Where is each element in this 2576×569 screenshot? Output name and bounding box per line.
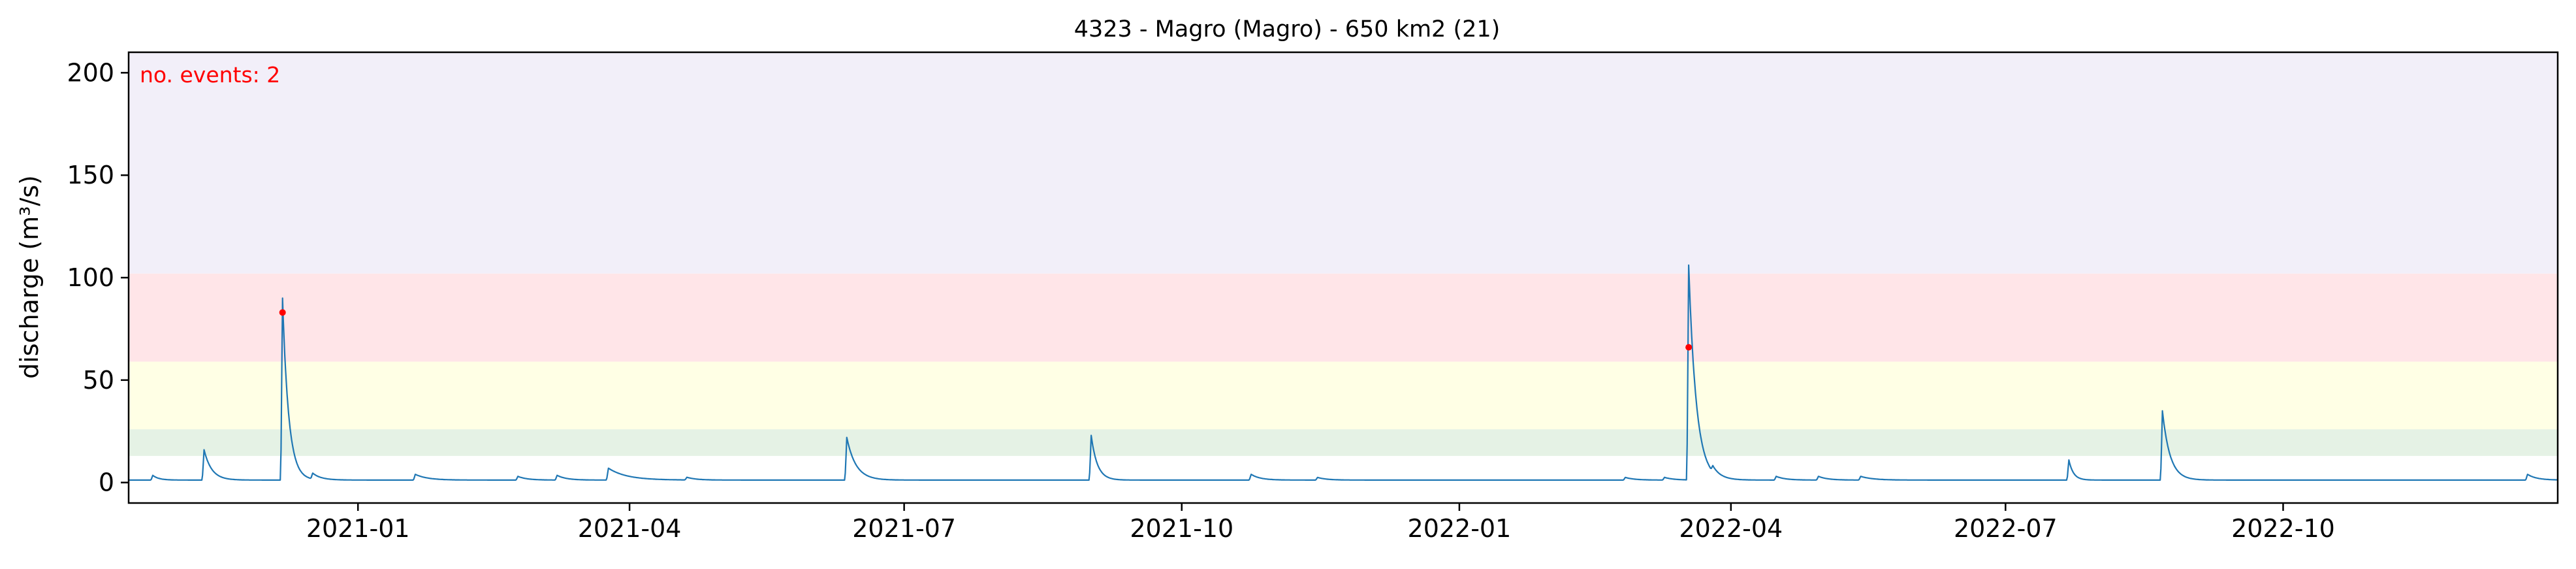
x-tick-label: 2022-01 — [1408, 514, 1512, 543]
event-marker-1 — [279, 309, 286, 316]
y-tick-label: 100 — [67, 263, 114, 292]
x-tick-label: 2022-07 — [1954, 514, 2058, 543]
series-line-1 — [129, 264, 2558, 481]
events-count-annotation: no. events: 2 — [140, 62, 280, 88]
threshold-band-1 — [129, 429, 2558, 456]
threshold-band-3 — [129, 273, 2558, 362]
x-tick-label: 2022-10 — [2231, 514, 2335, 543]
chart-title: 4323 - Magro (Magro) - 650 km2 (21) — [1074, 16, 1501, 42]
event-marker-2 — [1685, 344, 1693, 351]
y-tick-label: 50 — [83, 366, 114, 395]
y-tick-label: 200 — [67, 58, 114, 87]
y-axis: 0 50 100 150 200 — [67, 58, 129, 497]
y-tick-label: 150 — [67, 161, 114, 189]
x-tick-label: 2021-07 — [852, 514, 956, 543]
y-tick-label: 0 — [99, 468, 114, 497]
x-tick-label: 2021-04 — [578, 514, 682, 543]
y-axis-label: discharge (m³/s) — [15, 175, 44, 379]
threshold-band-2 — [129, 361, 2558, 430]
x-tick-label: 2021-01 — [306, 514, 410, 543]
x-tick-label: 2021-10 — [1130, 514, 1233, 543]
threshold-band-4 — [129, 52, 2558, 274]
x-axis: 2021-01 2021-04 2021-07 2021-10 2022-01 2022-… — [306, 503, 2335, 543]
event-markers — [279, 309, 1693, 351]
discharge-series — [129, 264, 2558, 481]
threshold-bands — [129, 52, 2558, 456]
x-tick-label: 2022-04 — [1679, 514, 1783, 543]
